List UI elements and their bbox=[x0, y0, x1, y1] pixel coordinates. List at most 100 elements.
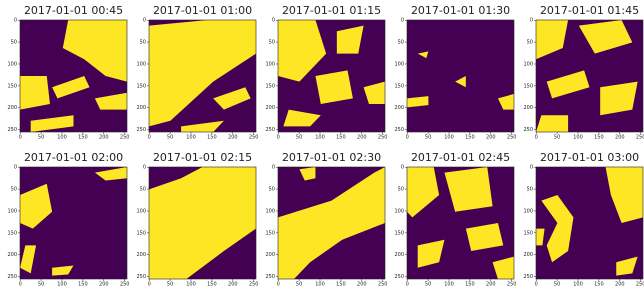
x-tick-label: 250 bbox=[507, 282, 517, 288]
y-tick-label: 250 bbox=[265, 274, 275, 280]
y-tick-label: 250 bbox=[394, 274, 404, 280]
x-tick-label: 0 bbox=[19, 135, 22, 141]
x-tick-label: 200 bbox=[228, 282, 238, 288]
panel-title: 2017-01-01 02:45 bbox=[411, 151, 510, 164]
y-tick-label: 200 bbox=[265, 252, 275, 258]
x-tick-label: 100 bbox=[186, 135, 196, 141]
y-tick-label: 0 bbox=[401, 18, 404, 24]
y-tick-label: 100 bbox=[523, 61, 533, 67]
y-tick-label: 0 bbox=[14, 165, 17, 171]
x-tick-label: 0 bbox=[277, 135, 280, 141]
x-tick-label: 250 bbox=[378, 135, 388, 141]
x-tick-label: 0 bbox=[277, 282, 280, 288]
y-tick-label: 200 bbox=[7, 105, 17, 111]
image-region bbox=[20, 76, 50, 110]
y-tick-label: 200 bbox=[394, 252, 404, 258]
y-tick-label: 50 bbox=[527, 187, 533, 193]
x-tick-label: 50 bbox=[38, 282, 44, 288]
panel-title: 2017-01-01 01:15 bbox=[282, 4, 381, 17]
y-tick-label: 250 bbox=[7, 274, 17, 280]
panel-title: 2017-01-01 02:30 bbox=[282, 151, 381, 164]
x-tick-label: 200 bbox=[228, 135, 238, 141]
x-tick-label: 50 bbox=[296, 135, 302, 141]
figure: 2017-01-01 00:45050100150200250050100150… bbox=[0, 0, 644, 289]
x-tick-label: 100 bbox=[315, 135, 325, 141]
panel-title: 2017-01-01 01:30 bbox=[411, 4, 510, 17]
x-tick-label: 150 bbox=[594, 135, 604, 141]
x-tick-label: 50 bbox=[296, 282, 302, 288]
x-tick-label: 250 bbox=[249, 282, 259, 288]
x-tick-label: 150 bbox=[465, 135, 475, 141]
y-tick-label: 250 bbox=[136, 127, 146, 133]
image-background bbox=[407, 20, 514, 132]
x-tick-label: 100 bbox=[444, 135, 454, 141]
x-tick-label: 0 bbox=[19, 282, 22, 288]
y-tick-label: 100 bbox=[136, 208, 146, 214]
y-tick-label: 50 bbox=[269, 40, 275, 46]
y-tick-label: 250 bbox=[136, 274, 146, 280]
x-tick-label: 250 bbox=[249, 135, 259, 141]
y-tick-label: 50 bbox=[140, 40, 146, 46]
y-tick-label: 0 bbox=[143, 18, 146, 24]
y-tick-label: 150 bbox=[394, 230, 404, 236]
x-tick-label: 150 bbox=[336, 135, 346, 141]
y-tick-label: 100 bbox=[136, 61, 146, 67]
y-tick-label: 50 bbox=[140, 187, 146, 193]
x-tick-label: 200 bbox=[486, 282, 496, 288]
image-region bbox=[315, 70, 352, 104]
x-tick-label: 200 bbox=[357, 282, 367, 288]
x-tick-label: 100 bbox=[573, 135, 583, 141]
y-tick-label: 150 bbox=[523, 230, 533, 236]
y-tick-label: 150 bbox=[7, 83, 17, 89]
x-tick-label: 50 bbox=[167, 282, 173, 288]
y-tick-label: 0 bbox=[272, 165, 275, 171]
x-tick-label: 0 bbox=[535, 282, 538, 288]
y-tick-label: 150 bbox=[136, 230, 146, 236]
x-tick-label: 50 bbox=[554, 282, 560, 288]
x-tick-label: 100 bbox=[315, 282, 325, 288]
x-tick-label: 50 bbox=[425, 135, 431, 141]
y-tick-label: 100 bbox=[394, 208, 404, 214]
x-tick-label: 0 bbox=[406, 135, 409, 141]
y-tick-label: 150 bbox=[7, 230, 17, 236]
y-tick-label: 100 bbox=[7, 61, 17, 67]
y-tick-label: 150 bbox=[265, 230, 275, 236]
x-tick-label: 150 bbox=[207, 135, 217, 141]
y-tick-label: 0 bbox=[143, 165, 146, 171]
y-tick-label: 200 bbox=[523, 105, 533, 111]
x-tick-label: 100 bbox=[57, 282, 67, 288]
x-tick-label: 100 bbox=[444, 282, 454, 288]
x-tick-label: 150 bbox=[465, 282, 475, 288]
y-tick-label: 250 bbox=[523, 127, 533, 133]
panel-title: 2017-01-01 00:45 bbox=[24, 4, 123, 17]
x-tick-label: 250 bbox=[120, 135, 130, 141]
y-tick-label: 250 bbox=[265, 127, 275, 133]
x-tick-label: 250 bbox=[120, 282, 130, 288]
panel-title: 2017-01-01 03:00 bbox=[540, 151, 639, 164]
y-tick-label: 100 bbox=[265, 61, 275, 67]
y-tick-label: 0 bbox=[14, 18, 17, 24]
image-region bbox=[536, 115, 568, 132]
y-tick-label: 50 bbox=[398, 187, 404, 193]
y-tick-label: 150 bbox=[136, 83, 146, 89]
x-tick-label: 200 bbox=[615, 135, 625, 141]
x-tick-label: 50 bbox=[167, 135, 173, 141]
x-tick-label: 200 bbox=[486, 135, 496, 141]
panel-title: 2017-01-01 02:15 bbox=[153, 151, 252, 164]
x-tick-label: 250 bbox=[378, 282, 388, 288]
y-tick-label: 200 bbox=[7, 252, 17, 258]
x-tick-label: 50 bbox=[554, 135, 560, 141]
y-tick-label: 50 bbox=[398, 40, 404, 46]
y-tick-label: 200 bbox=[394, 105, 404, 111]
y-tick-label: 200 bbox=[523, 252, 533, 258]
panel-title: 2017-01-01 02:00 bbox=[24, 151, 123, 164]
y-tick-label: 100 bbox=[265, 208, 275, 214]
x-tick-label: 150 bbox=[78, 282, 88, 288]
x-tick-label: 0 bbox=[148, 135, 151, 141]
y-tick-label: 50 bbox=[527, 40, 533, 46]
x-tick-label: 150 bbox=[594, 282, 604, 288]
y-tick-label: 0 bbox=[401, 165, 404, 171]
x-tick-label: 50 bbox=[38, 135, 44, 141]
x-tick-label: 0 bbox=[406, 282, 409, 288]
x-tick-label: 250 bbox=[507, 135, 517, 141]
